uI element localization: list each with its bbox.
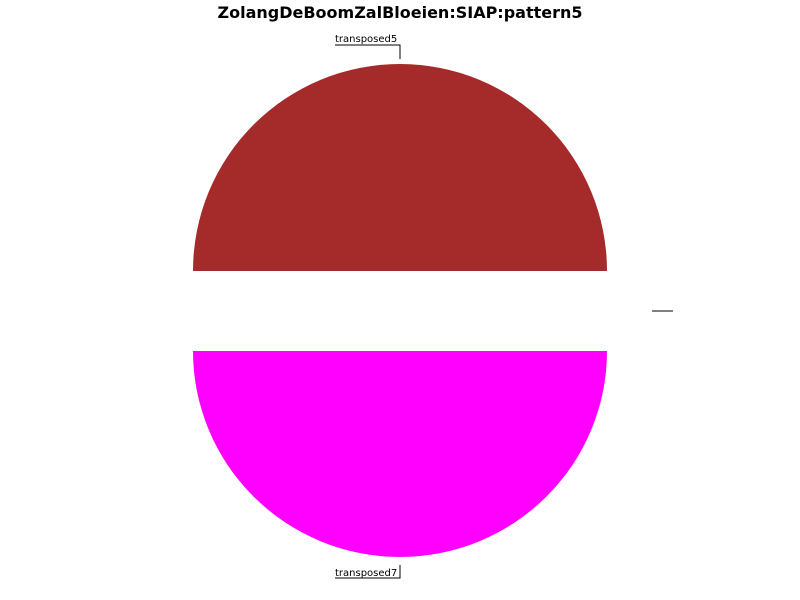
slice-leader-0: [335, 44, 401, 59]
slice-label-0: transposed5: [335, 34, 397, 45]
slice-label-group-2: transposed7: [335, 565, 401, 579]
slice-label-group-0: transposed5: [335, 34, 401, 59]
slice-label-2: transposed7: [335, 568, 397, 579]
pie-slice-2: [193, 351, 607, 557]
slice-leader-2: [335, 565, 401, 579]
pie-slice-1: [193, 271, 607, 351]
pie-slice-0: [193, 64, 607, 271]
chart-title: ZolangDeBoomZalBloeien:SIAP:pattern5: [217, 3, 582, 22]
pie-slices: [193, 64, 607, 557]
